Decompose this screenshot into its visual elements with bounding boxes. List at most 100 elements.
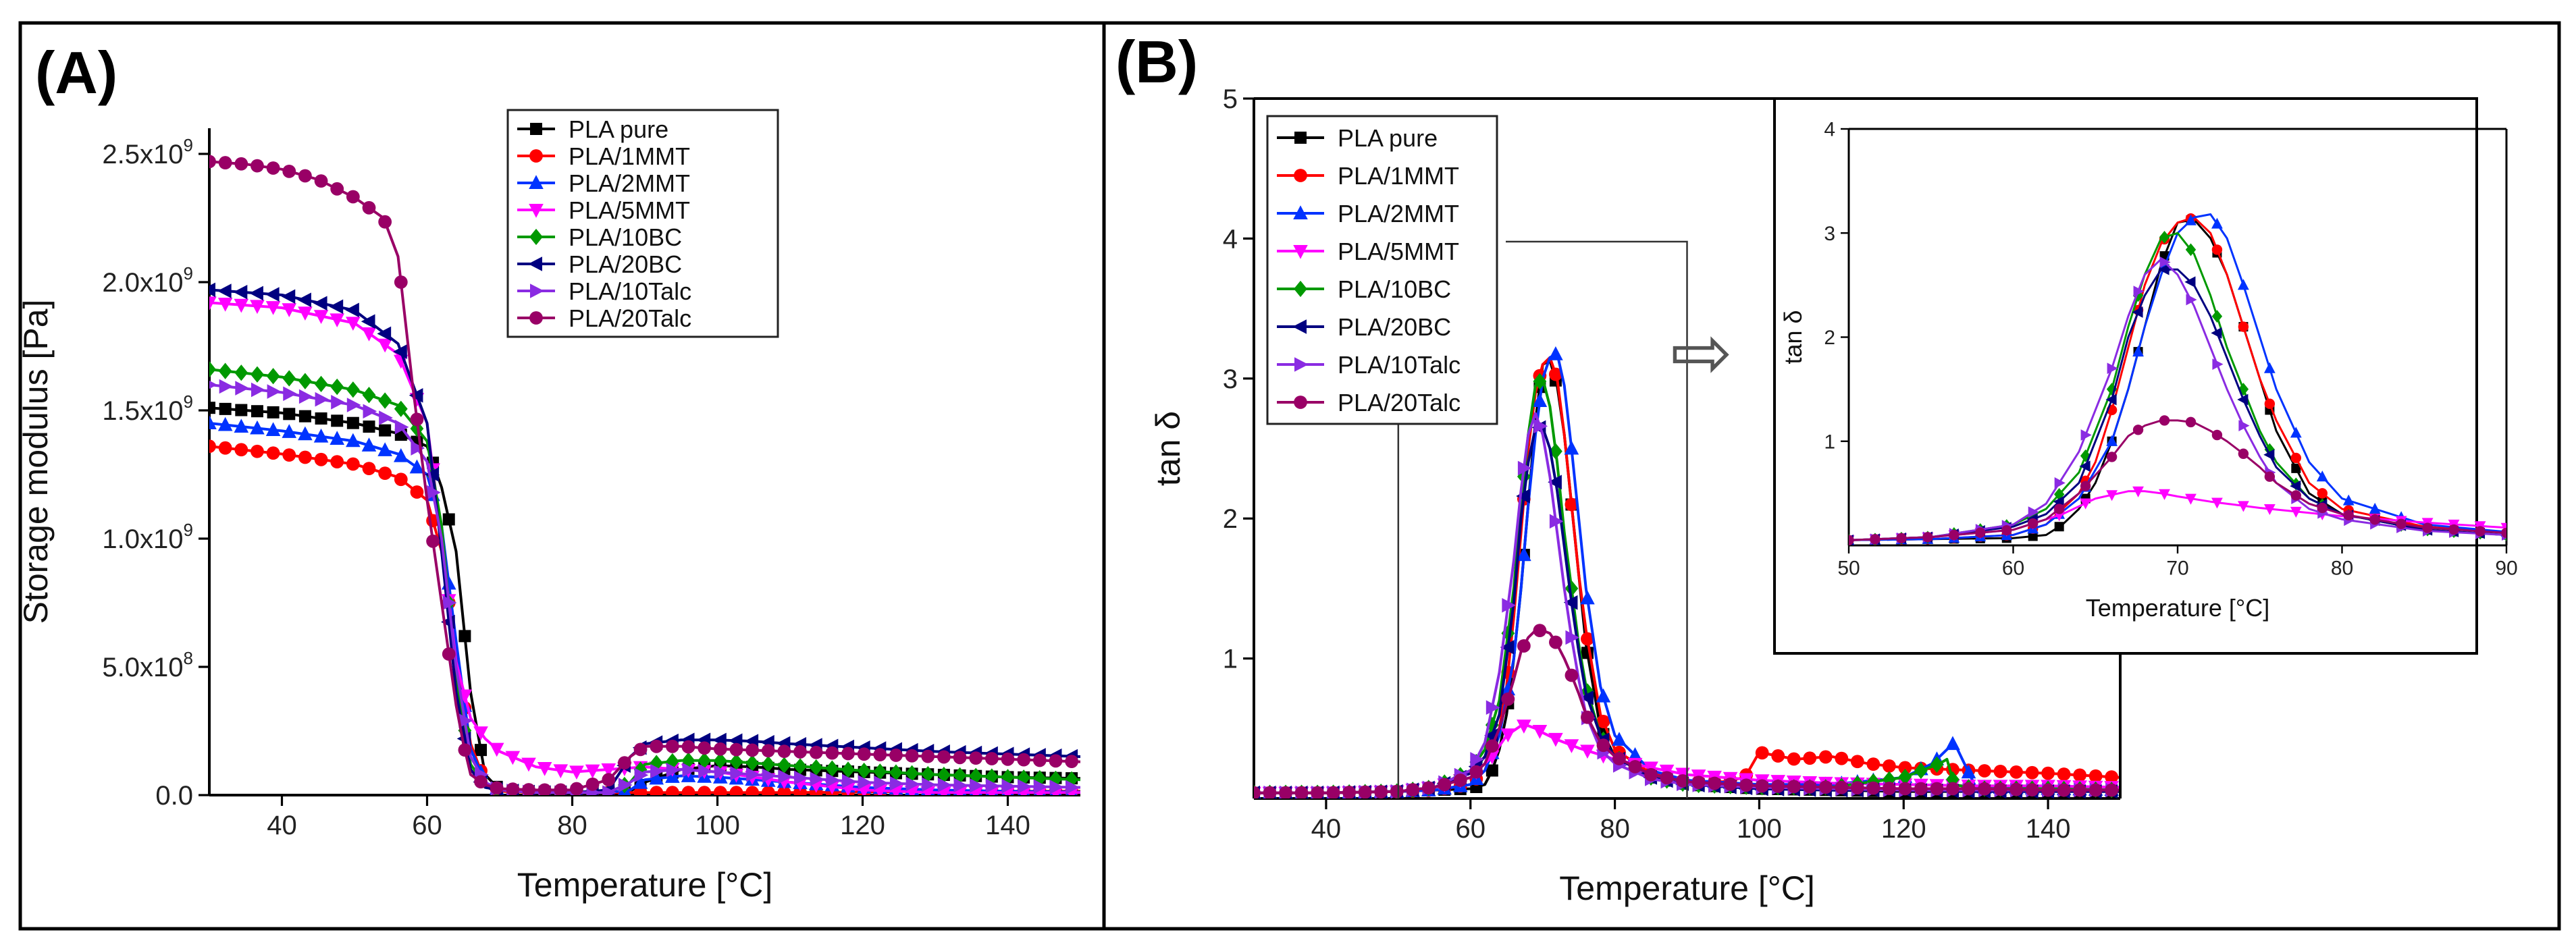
data-point (602, 773, 616, 787)
data-point (1945, 736, 1960, 751)
data-point (1049, 770, 1063, 788)
data-point (1962, 782, 1976, 796)
data-point (681, 786, 695, 795)
data-point (394, 448, 409, 462)
data-point (346, 416, 359, 429)
y-tick-label: 1 (1223, 645, 1238, 674)
data-point (330, 378, 344, 396)
data-point (713, 752, 727, 769)
data-point (378, 466, 392, 480)
data-point (1565, 497, 1579, 512)
data-point (984, 768, 999, 785)
data-point (298, 450, 312, 464)
data-point (2343, 510, 2354, 521)
data-point (442, 647, 456, 661)
data-point (1882, 782, 1896, 795)
data-point (2238, 448, 2249, 459)
data-point (1564, 440, 1579, 455)
data-point (298, 373, 312, 389)
x-tick-label: 80 (557, 811, 587, 840)
data-point (1549, 635, 1562, 649)
data-point (2263, 449, 2275, 461)
data-point (362, 462, 376, 476)
legend-item: PLA pure (1277, 124, 1438, 152)
data-point (698, 786, 712, 795)
data-point (953, 767, 967, 784)
data-point (2132, 306, 2143, 318)
data-point (217, 283, 232, 298)
plot-area (209, 155, 1080, 795)
data-point (1898, 768, 1912, 786)
data-point (2053, 504, 2065, 514)
data-point (602, 785, 616, 795)
data-point (283, 386, 297, 402)
data-point (361, 437, 377, 452)
data-point (713, 742, 727, 756)
data-point (315, 412, 327, 425)
data-point (953, 751, 967, 765)
x-tick-label: 80 (2331, 558, 2353, 580)
legend-marker (1294, 357, 1309, 372)
data-point (2501, 527, 2506, 539)
data-point (2290, 490, 2302, 501)
data-point (2211, 497, 2223, 509)
data-point (1961, 764, 1976, 779)
legend-item: PLA pure (517, 115, 668, 143)
data-point (1563, 595, 1578, 610)
data-point (1930, 756, 1944, 773)
data-point (505, 751, 521, 765)
data-point (218, 362, 232, 379)
data-point (283, 408, 296, 421)
data-point (841, 761, 855, 778)
data-point (218, 441, 232, 455)
data-point (1390, 784, 1404, 798)
data-point (1771, 749, 1785, 763)
figure-frame (18, 21, 2561, 931)
data-point (2317, 502, 2328, 514)
data-point (777, 757, 791, 774)
data-point (1548, 474, 1562, 490)
legend-label: PLA/10BC (1338, 275, 1451, 303)
series-pla-10bc (209, 361, 1080, 795)
data-point (1866, 757, 1881, 771)
data-point (2290, 506, 2302, 518)
data-point (1406, 783, 1420, 797)
data-point (984, 752, 999, 765)
x-tick-label: 60 (2002, 558, 2024, 580)
x-tick-label: 100 (695, 811, 740, 840)
data-point (298, 389, 313, 404)
data-point (2185, 243, 2197, 256)
data-point (1421, 781, 1436, 795)
data-point (266, 161, 280, 175)
data-point (209, 439, 216, 454)
data-point (650, 786, 664, 795)
data-point (970, 778, 984, 793)
y-tick-label: 2.5x109 (102, 135, 193, 169)
data-point (475, 744, 488, 757)
x-tick-label: 70 (2166, 558, 2188, 580)
data-point (378, 392, 392, 409)
x-tick-label: 80 (1600, 814, 1630, 844)
data-point (362, 200, 376, 215)
data-point (1787, 780, 1801, 794)
data-point (379, 424, 392, 437)
data-point (266, 446, 280, 460)
data-point (921, 749, 935, 763)
legend-item: PLA/5MMT (517, 196, 690, 224)
data-point (1835, 751, 1849, 765)
series-line (209, 383, 1080, 794)
data-point (209, 380, 217, 389)
data-point (1930, 782, 1944, 796)
x-tick-label: 60 (1456, 814, 1486, 844)
data-point (1803, 751, 1817, 765)
legend-label: PLA/20BC (1338, 313, 1451, 341)
data-point (1548, 346, 1563, 360)
x-tick-label: 100 (1737, 814, 1782, 844)
data-point (1485, 739, 1499, 753)
data-point (458, 713, 473, 728)
data-point (250, 300, 265, 315)
data-point (362, 387, 376, 404)
data-point (313, 296, 327, 311)
legend-marker (530, 283, 544, 298)
